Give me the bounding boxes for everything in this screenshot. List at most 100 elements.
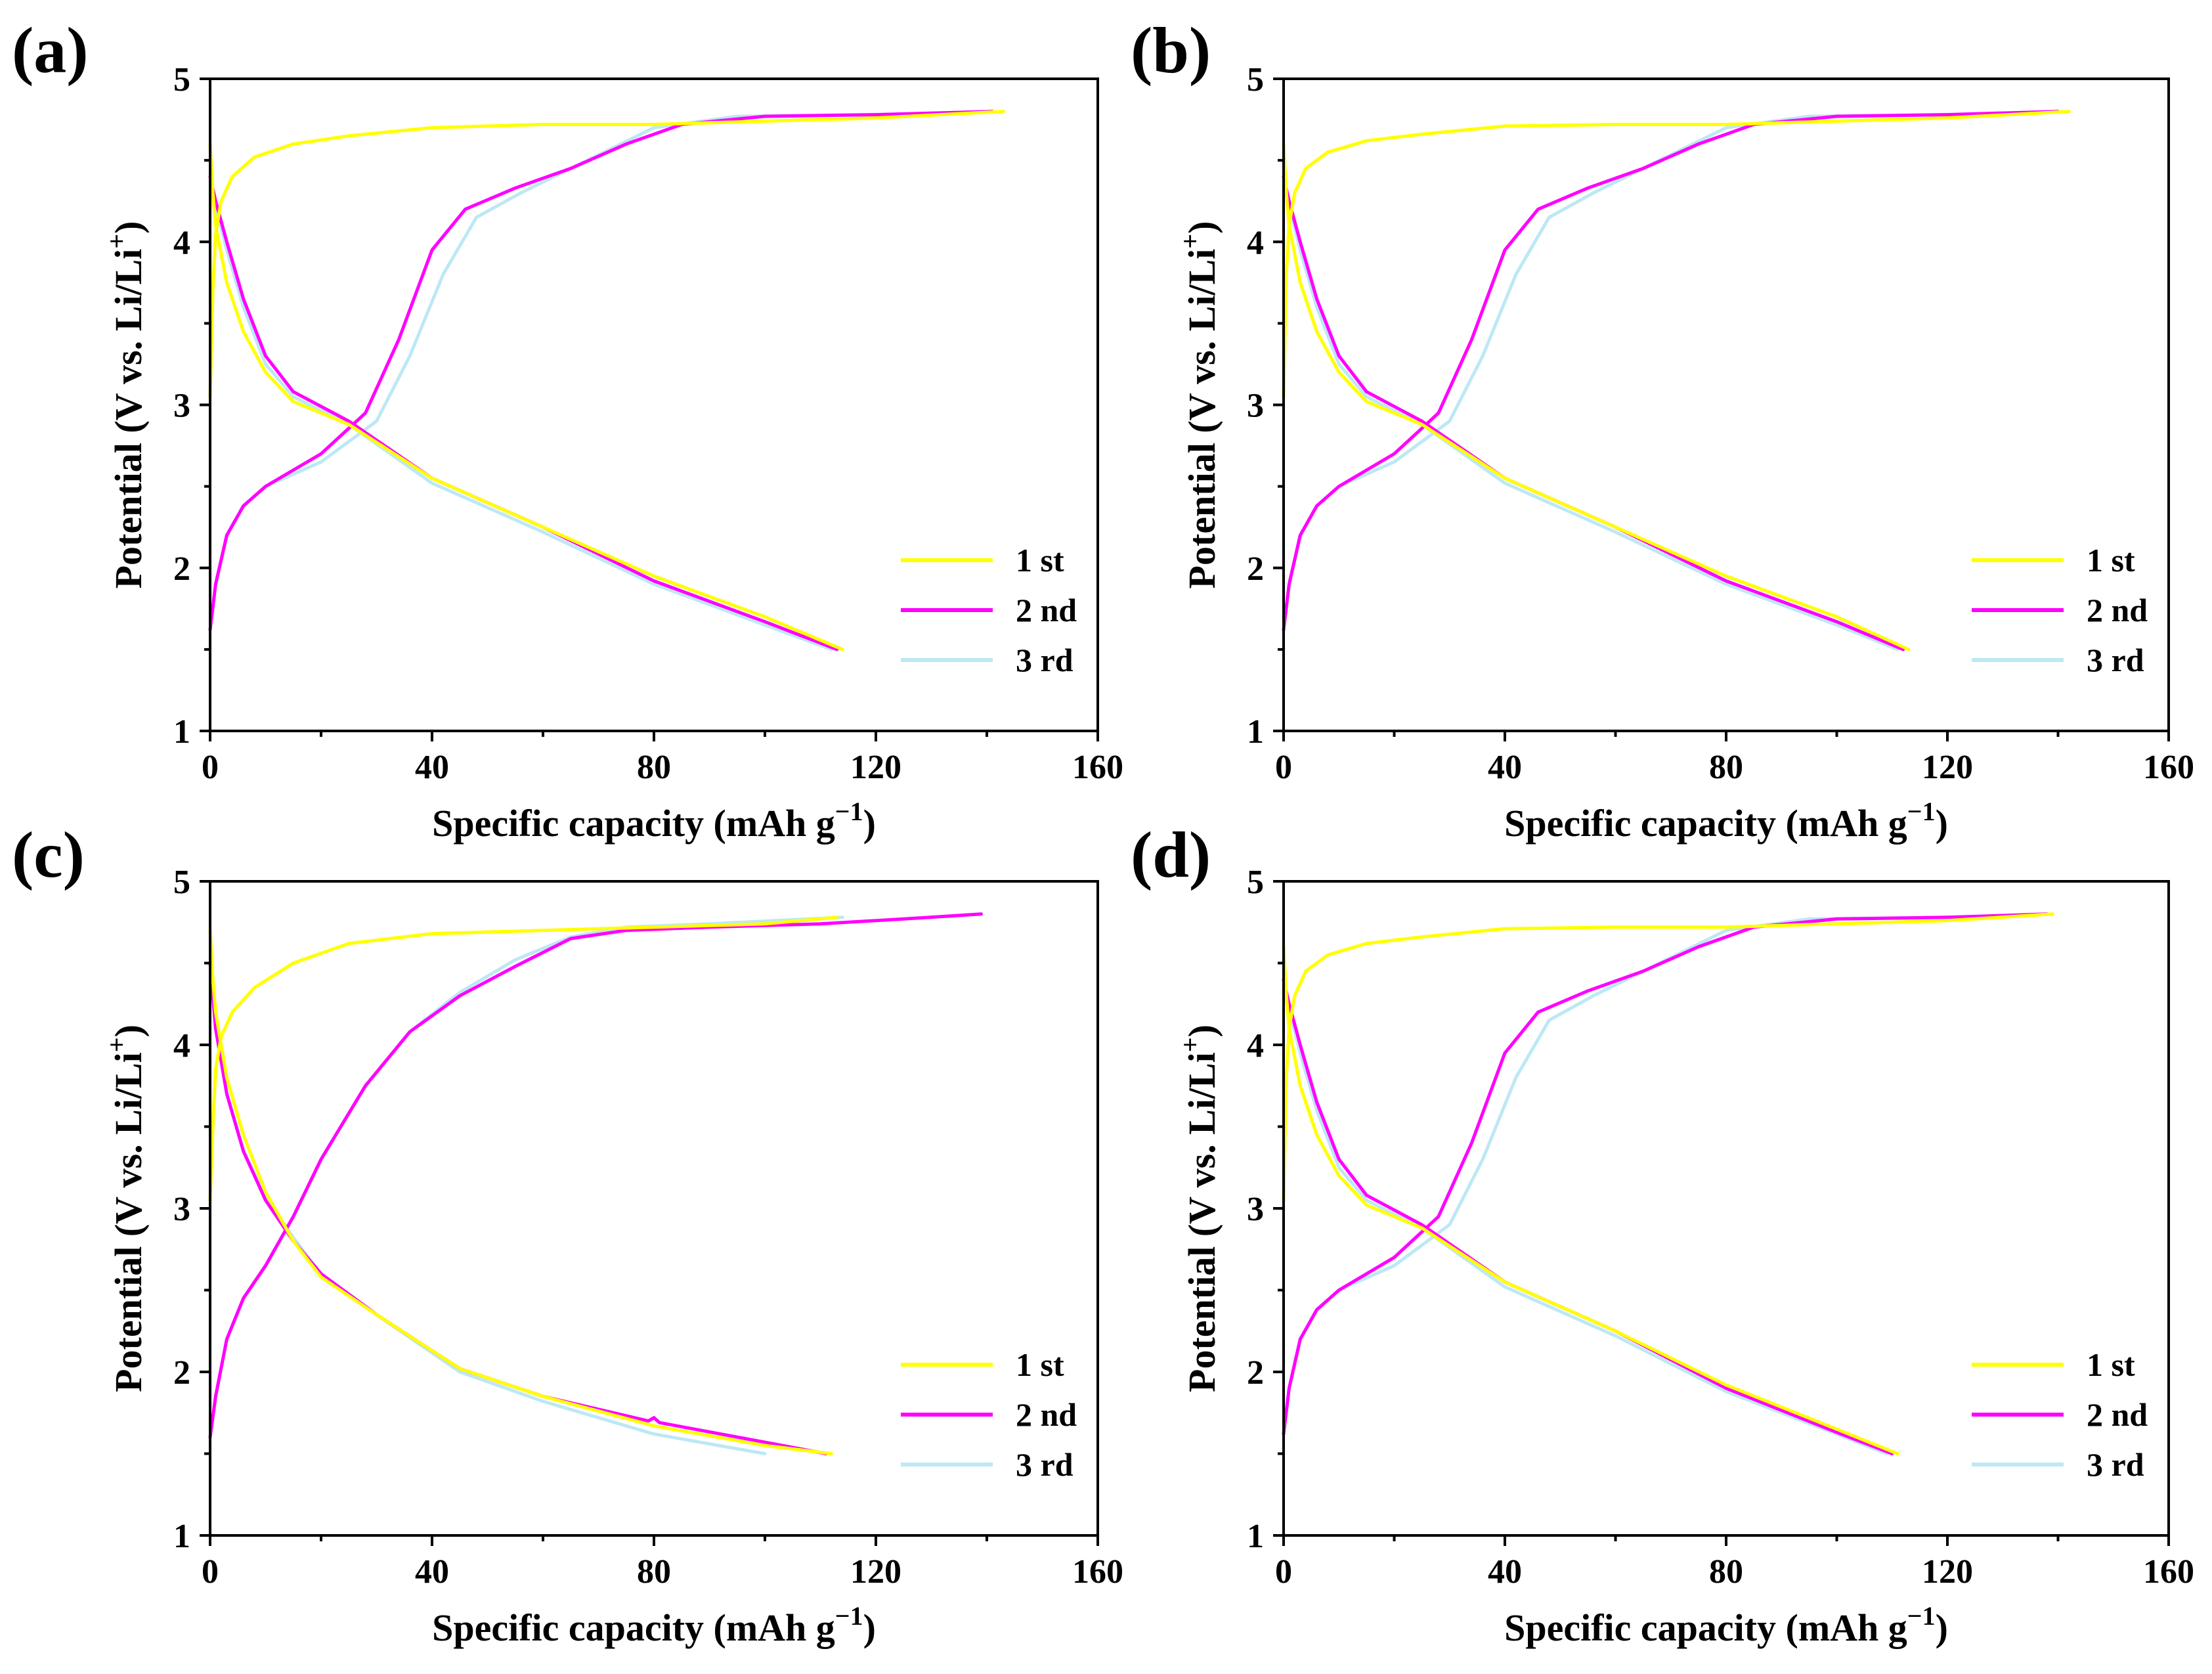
panel-label: (b): [1131, 14, 1211, 87]
panel-label: (d): [1131, 818, 1211, 891]
series-3-discharge-line: [208, 175, 833, 651]
y-tick-label: 4: [1247, 224, 1264, 261]
y-axis-label-sup: +: [102, 234, 131, 249]
x-tick-label: 40: [1488, 749, 1522, 786]
series-2-discharge-line: [1282, 175, 1905, 651]
x-tick-label: 160: [1072, 749, 1123, 786]
x-axis-label-close: ): [1936, 1606, 1948, 1649]
y-axis-label: Potential (V vs. Li/Li+): [102, 221, 150, 589]
y-tick-label: 1: [1247, 1518, 1264, 1555]
panel-label: (a): [12, 14, 89, 87]
y-axis-label-main: Potential (V vs. Li/Li: [107, 1052, 150, 1392]
y-axis-label: Potential (V vs. Li/Li+): [1175, 221, 1223, 589]
legend: 1 st 2 nd 3 rd: [901, 1346, 1077, 1483]
y-axis-label: Potential (V vs. Li/Li+): [1175, 1024, 1223, 1392]
x-axis-label: Specific capacity (mAh g−1): [1504, 797, 1948, 845]
x-tick-label: 160: [1072, 1553, 1123, 1591]
y-axis-label-close: ): [1181, 221, 1223, 234]
x-axis-label-close: ): [1936, 802, 1948, 845]
legend-label-1: 1 st: [2087, 1346, 2135, 1383]
legend: 1 st 2 nd 3 rd: [901, 542, 1077, 678]
legend-label-3: 3 rd: [2087, 642, 2144, 678]
x-axis-label: Specific capacity (mAh g−1): [1504, 1601, 1948, 1649]
y-axis-label-sup: +: [1175, 1037, 1205, 1052]
chart-panel-a: (a) 0 40 80 120 160 1 2 3 4 5 Specific capacity (mA…: [12, 14, 1123, 845]
chart-panel-d: (d) 0 40 80 120 160 1 2 3 4 5 Specific capacity (mA…: [1131, 818, 2194, 1649]
y-tick-label: 1: [173, 713, 190, 751]
y-axis-label-close: ): [1181, 1024, 1223, 1037]
series-1-discharge-line: [208, 929, 833, 1455]
x-axis-label-sup: −1: [1907, 797, 1936, 826]
x-axis-label-close: ): [863, 1606, 876, 1649]
y-tick-label: 5: [173, 61, 190, 99]
panel-label: (c): [12, 818, 85, 891]
series-3-discharge-line: [1282, 175, 1899, 651]
x-axis-label-main: Specific capacity (mAh g: [432, 1606, 835, 1649]
y-tick-label: 1: [1247, 713, 1264, 751]
x-axis-label-sup: −1: [1907, 1601, 1936, 1631]
x-tick-label: 0: [1275, 749, 1292, 786]
series-3-discharge-line: [1282, 977, 1888, 1455]
x-tick-label: 120: [1922, 1553, 1973, 1591]
legend-label-2: 2 nd: [1016, 592, 1077, 628]
x-tick-label: 120: [850, 1553, 901, 1591]
legend: 1 st 2 nd 3 rd: [1972, 542, 2148, 678]
x-tick-label: 120: [850, 749, 901, 786]
y-tick-label: 4: [1247, 1027, 1264, 1065]
y-tick-label: 3: [173, 387, 190, 425]
legend-label-2: 2 nd: [2087, 1396, 2148, 1433]
x-tick-label: 0: [1275, 1553, 1292, 1591]
x-tick-label: 80: [1709, 1553, 1743, 1591]
x-tick-label: 160: [2143, 1553, 2194, 1591]
x-axis-label-close: ): [863, 802, 876, 845]
y-tick-label: 5: [1247, 61, 1264, 99]
legend-label-2: 2 nd: [1016, 1396, 1077, 1433]
x-axis-label-sup: −1: [835, 1601, 863, 1631]
legend-label-3: 3 rd: [1016, 642, 1073, 678]
y-axis-label-main: Potential (V vs. Li/Li: [1181, 1052, 1223, 1392]
chart-panel-b: (b) 0 40 80 120 160 1 2 3 4 5 Specific capacity (mA…: [1131, 14, 2194, 845]
y-axis-label-main: Potential (V vs. Li/Li: [107, 249, 150, 589]
x-tick-label: 0: [202, 749, 219, 786]
legend-label-1: 1 st: [1016, 1346, 1064, 1383]
x-tick-label: 120: [1922, 749, 1973, 786]
x-axis-label: Specific capacity (mAh g−1): [432, 1601, 876, 1649]
series-1-charge-line: [208, 915, 839, 1202]
y-axis-label-close: ): [107, 221, 150, 234]
y-axis-label-sup: +: [1175, 234, 1205, 249]
series-2-discharge-line: [208, 175, 839, 651]
y-axis-label-sup: +: [102, 1037, 131, 1052]
x-tick-label: 0: [202, 1553, 219, 1591]
legend-label-1: 1 st: [2087, 542, 2135, 579]
series-1-discharge-line: [208, 142, 844, 651]
y-tick-label: 1: [173, 1518, 190, 1555]
series-2-discharge-line: [1282, 977, 1894, 1455]
x-tick-label: 40: [415, 749, 449, 786]
y-tick-label: 4: [173, 1027, 190, 1065]
legend-label-3: 3 rd: [2087, 1446, 2144, 1483]
y-tick-label: 3: [1247, 1191, 1264, 1228]
x-tick-label: 80: [637, 749, 671, 786]
y-tick-label: 3: [1247, 387, 1264, 425]
legend: 1 st 2 nd 3 rd: [1972, 1346, 2148, 1483]
legend-label-2: 2 nd: [2087, 592, 2148, 628]
y-tick-label: 2: [173, 1354, 190, 1392]
x-tick-label: 40: [1488, 1553, 1522, 1591]
series-1-discharge-line: [1282, 142, 1911, 651]
x-tick-label: 160: [2143, 749, 2194, 786]
y-tick-label: 2: [1247, 1354, 1264, 1392]
legend-label-3: 3 rd: [1016, 1446, 1073, 1483]
y-axis-label: Potential (V vs. Li/Li+): [102, 1024, 150, 1392]
y-axis-label-close: ): [107, 1024, 150, 1037]
y-tick-label: 4: [173, 224, 190, 261]
y-tick-label: 2: [173, 550, 190, 588]
x-axis-label-sup: −1: [835, 797, 863, 826]
x-tick-label: 80: [637, 1553, 671, 1591]
x-axis-label: Specific capacity (mAh g−1): [432, 797, 876, 845]
series-1-discharge-line: [1282, 945, 1899, 1455]
y-tick-label: 5: [173, 864, 190, 901]
chart-panel-c: (c) 0 40 80 120 160 1 2 3 4 5 Specific capacity (mA…: [12, 818, 1123, 1649]
